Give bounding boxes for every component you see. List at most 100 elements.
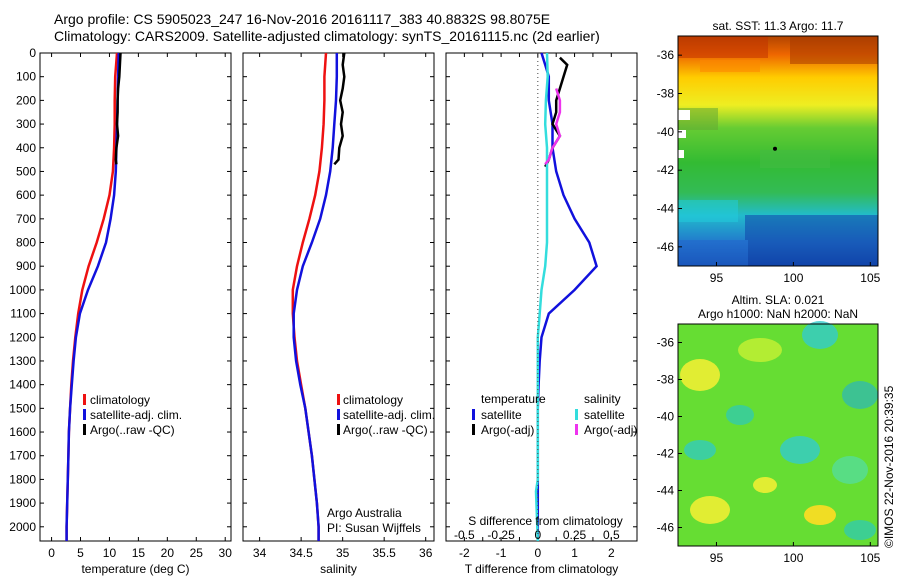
legend-swatch: [337, 409, 340, 420]
legend-swatch: [575, 409, 578, 420]
legend-label: satellite-adj. clim.: [90, 408, 182, 422]
x-axis-label: salinity: [320, 562, 357, 576]
y-tick-label: -40: [657, 125, 675, 139]
legend-label: Argo(..raw -QC): [90, 423, 175, 437]
map-title: Altim. SLA: 0.021: [732, 293, 825, 307]
x-tick-label: 30: [219, 546, 233, 560]
y-tick-label: 700: [16, 212, 36, 226]
axes-frame: [242, 52, 435, 542]
x-axis-label: temperature (deg C): [81, 562, 189, 576]
legend-swatch: [337, 424, 340, 435]
x-tick-label: 15: [132, 546, 146, 560]
y-tick-label: 1000: [9, 283, 36, 297]
x-tick-label: -1: [496, 546, 507, 560]
y-tick-label: 1700: [9, 449, 36, 463]
series-line-satellite-adj-clim-: [292, 53, 339, 541]
y-tick-label: 800: [16, 236, 36, 250]
sst-map-axes: 95 100 105 -36 -38 -40 -42 -44 -46 sat. SST: 11.3…: [657, 19, 881, 285]
map-title: Argo h1000: NaN h2000: NaN: [698, 307, 858, 321]
x-tick-label: 0: [534, 546, 541, 560]
s-tick-label: -0.25: [487, 528, 515, 542]
imos-timestamp: ©IMOS 22-Nov-2016 20:39:35: [882, 385, 896, 548]
y-tick-label: -36: [657, 48, 675, 62]
temperature-profile-panel: 0100200300400500600700800900100011001200…: [9, 46, 232, 576]
s-axis-label: S difference from climatology: [468, 514, 623, 528]
legend-swatch: [83, 424, 86, 435]
legend-swatch: [337, 394, 340, 405]
s-tick-label: 0.5: [603, 528, 620, 542]
legend-label: climatology: [343, 393, 403, 407]
x-tick-label: 2: [608, 546, 615, 560]
x-tick-label: 20: [161, 546, 175, 560]
s-tick-label: 0.25: [563, 528, 587, 542]
legend-swatch: [83, 409, 86, 420]
x-tick-label: 95: [710, 271, 724, 285]
sla-map-panel: 95 100 105 -36 -38 -40 -42 -44 -46 Altim. SLA: 0.…: [657, 293, 881, 565]
x-tick-label: 0: [48, 546, 55, 560]
y-tick-label: -42: [657, 163, 675, 177]
sst-texture: [678, 36, 878, 266]
series-line-satellite: [534, 52, 549, 542]
legend-swatch: [575, 424, 578, 435]
axes-frame: [39, 52, 232, 542]
s-tick-label: -0.5: [454, 528, 475, 542]
x-tick-label: 35: [336, 546, 350, 560]
legend-label: satellite-adj. clim.: [343, 408, 435, 422]
sla-blobs: [680, 321, 878, 540]
salinity-profile-panel: 34 34.5 35 35.5 36 salinity climatologysatelli…: [242, 52, 435, 576]
y-tick-label: 1600: [9, 425, 36, 439]
y-tick-label: 900: [16, 259, 36, 273]
land-mask: [678, 110, 690, 158]
sla-map-frame: [677, 323, 879, 547]
y-tick-label: 1400: [9, 378, 36, 392]
map-title: sat. SST: 11.3 Argo: 11.7: [713, 19, 844, 33]
y-tick-label: 2000: [9, 520, 36, 534]
x-tick-label: 25: [190, 546, 204, 560]
x-tick-label: 100: [783, 551, 803, 565]
y-tick-label: 400: [16, 141, 36, 155]
y-tick-label: 1900: [9, 496, 36, 510]
y-tick-label: -46: [657, 240, 675, 254]
series-line-satellite-adj-clim-: [65, 52, 120, 541]
s-tick-label: 0: [534, 528, 541, 542]
legend-swatch: [472, 409, 475, 420]
title-line-2: Climatology: CARS2009. Satellite-adjuste…: [54, 28, 600, 44]
y-tick-label: 1300: [9, 354, 36, 368]
legend-label: Argo(-adj): [481, 423, 534, 437]
title-line-1: Argo profile: CS 5905023_247 16-Nov-2016…: [54, 11, 551, 27]
y-tick-label: 0: [29, 46, 36, 60]
sst-map-frame: [677, 35, 879, 267]
sla-map-axes: 95 100 105 -36 -38 -40 -42 -44 -46 Altim. SLA: 0.…: [657, 293, 881, 565]
y-tick-label: -36: [657, 336, 675, 350]
y-tick-label: 200: [16, 93, 36, 107]
y-tick-label: -44: [657, 202, 675, 216]
y-tick-label: 100: [16, 70, 36, 84]
x-axis-label: T difference from climatology: [465, 562, 619, 576]
attribution-text: Argo Australia: [327, 506, 402, 520]
series-line-argo-adj-: [544, 88, 562, 166]
legend-header-temperature: temperature: [481, 392, 546, 406]
sst-map-panel: 95 100 105 -36 -38 -40 -42 -44 -46 sat. SST: 11.3…: [657, 19, 881, 285]
y-tick-label: -46: [657, 521, 675, 535]
x-tick-label: 105: [860, 271, 880, 285]
x-tick-label: 34: [253, 546, 267, 560]
y-tick-label: -38: [657, 373, 675, 387]
y-tick-label: -40: [657, 410, 675, 424]
y-tick-label: 300: [16, 117, 36, 131]
y-tick-label: 600: [16, 188, 36, 202]
x-tick-label: 100: [783, 271, 803, 285]
x-tick-label: 95: [710, 551, 724, 565]
legend-label: climatology: [90, 393, 150, 407]
y-tick-label: -42: [657, 447, 675, 461]
difference-profile-panel: -2 -1 0 1 2 T difference from climatology S di…: [445, 52, 638, 576]
legend-header-salinity: salinity: [584, 392, 621, 406]
x-tick-label: 35.5: [372, 546, 396, 560]
x-tick-label: 36: [419, 546, 433, 560]
argo-location-marker: [773, 146, 777, 151]
series-line-argo-raw-qc-: [114, 52, 122, 165]
attribution-text: PI: Susan Wijffels: [327, 521, 421, 535]
y-tick-label: 1100: [10, 307, 36, 321]
x-tick-label: 10: [103, 546, 117, 560]
x-tick-label: 34.5: [289, 546, 313, 560]
